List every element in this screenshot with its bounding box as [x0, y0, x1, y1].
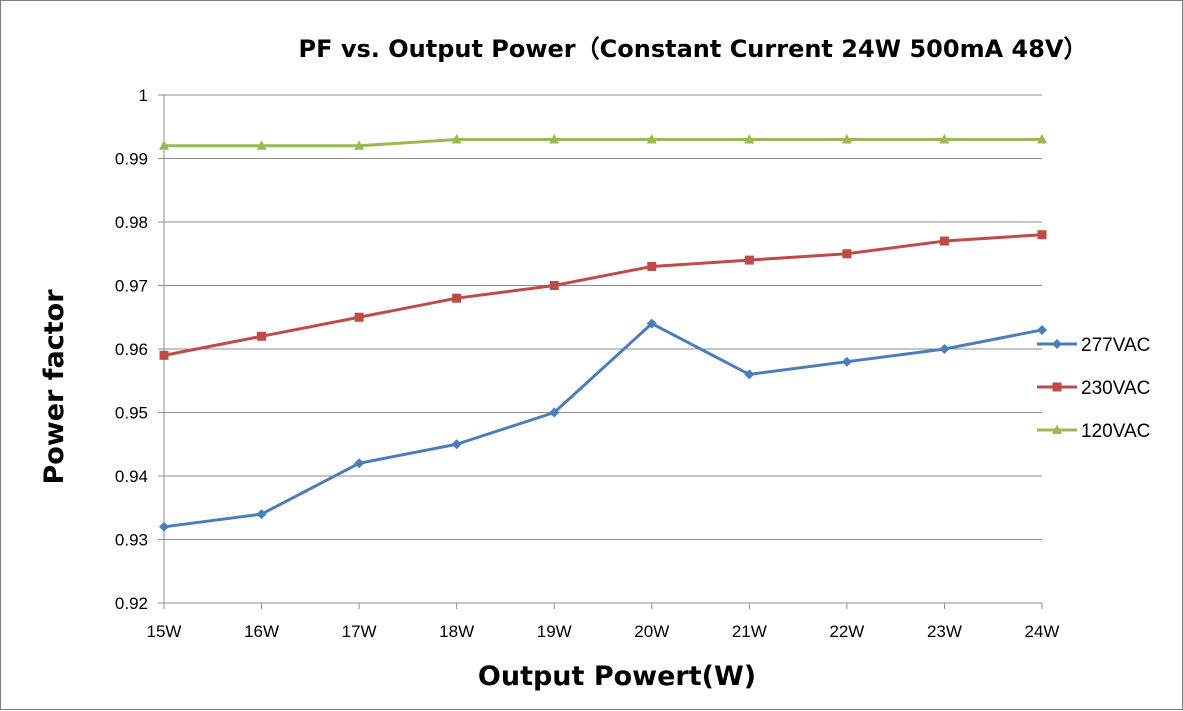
data-point: [451, 133, 462, 144]
data-point: [744, 255, 754, 265]
y-tick-label: 0.96: [115, 340, 148, 359]
legend-label: 230VAC: [1081, 378, 1150, 399]
y-tick-label: 0.99: [115, 150, 148, 169]
series-line: [163, 233, 1043, 357]
data-point: [939, 344, 950, 354]
legend-label: 120VAC: [1081, 421, 1150, 442]
x-tick-labels: 15W 16W 17W 18W 19W 20W 21W 22W 23W 24W: [147, 603, 1060, 641]
data-point: [452, 293, 462, 303]
data-point: [549, 281, 559, 290]
data-point: [1037, 133, 1047, 144]
y-tick-label: 0.93: [115, 531, 148, 550]
x-tick-label: 24W: [1025, 622, 1060, 641]
legend-label: 277VAC: [1081, 335, 1150, 356]
x-tick-label: 21W: [732, 622, 767, 641]
y-tick-label: 0.95: [115, 404, 148, 423]
series-layer: [159, 133, 1047, 532]
legend-marker: [1052, 382, 1062, 392]
x-tick-label: 19W: [537, 622, 572, 641]
data-point: [256, 509, 267, 520]
data-point: [354, 312, 364, 322]
data-point: [549, 133, 560, 144]
x-tick-label: 23W: [927, 622, 962, 641]
data-point: [1037, 324, 1047, 335]
data-point: [842, 249, 852, 259]
y-tick-label: 0.94: [115, 467, 148, 486]
x-tick-label: 17W: [342, 622, 377, 641]
y-axis-label: Power factor: [39, 289, 70, 485]
data-point: [159, 521, 169, 532]
data-point: [939, 133, 950, 144]
series-line: [163, 322, 1043, 529]
data-point: [354, 140, 365, 150]
y-tick-label: 0.98: [115, 213, 148, 232]
legend-marker: [1052, 339, 1062, 349]
data-point: [646, 318, 657, 329]
series-120VAC: [159, 133, 1047, 150]
series-230VAC: [159, 230, 1047, 360]
legend-item: 230VAC: [1037, 378, 1150, 399]
x-tick-label: 15W: [147, 622, 182, 641]
data-point: [354, 458, 365, 469]
x-tick-label: 20W: [634, 622, 669, 641]
data-point: [744, 369, 755, 380]
series-277VAC: [159, 318, 1047, 532]
x-tick-label: 22W: [829, 622, 864, 641]
data-point: [647, 261, 657, 271]
legend-item: 277VAC: [1037, 335, 1150, 356]
y-tick-label: 0.97: [115, 277, 148, 296]
data-point: [451, 439, 462, 450]
data-point: [159, 140, 169, 150]
data-point: [549, 407, 560, 418]
data-point: [744, 133, 755, 144]
x-tick-label: 16W: [244, 622, 279, 641]
series-line: [164, 137, 1042, 148]
y-tick-labels: 0.92 0.93 0.94 0.95 0.96 0.97 0.98 0.99 1: [115, 86, 148, 613]
legend-marker: [1052, 424, 1062, 434]
x-axis-label: Output Powert(W): [478, 661, 756, 692]
data-point: [256, 140, 267, 150]
legend-item: 120VAC: [1037, 421, 1150, 442]
data-point: [1037, 230, 1047, 240]
gridlines: [158, 94, 1042, 604]
data-point: [841, 133, 852, 144]
data-point: [841, 356, 852, 367]
data-point: [257, 331, 267, 341]
chart-title: PF vs. Output Power（Constant Current 24W…: [298, 35, 1087, 63]
y-tick-label: 1: [139, 86, 148, 105]
data-point: [939, 236, 949, 246]
legend: 277VAC 230VAC 120VAC: [1037, 335, 1150, 442]
y-tick-label: 0.92: [115, 594, 148, 613]
data-point: [646, 133, 657, 144]
data-point: [159, 350, 169, 360]
x-tick-label: 18W: [439, 622, 474, 641]
